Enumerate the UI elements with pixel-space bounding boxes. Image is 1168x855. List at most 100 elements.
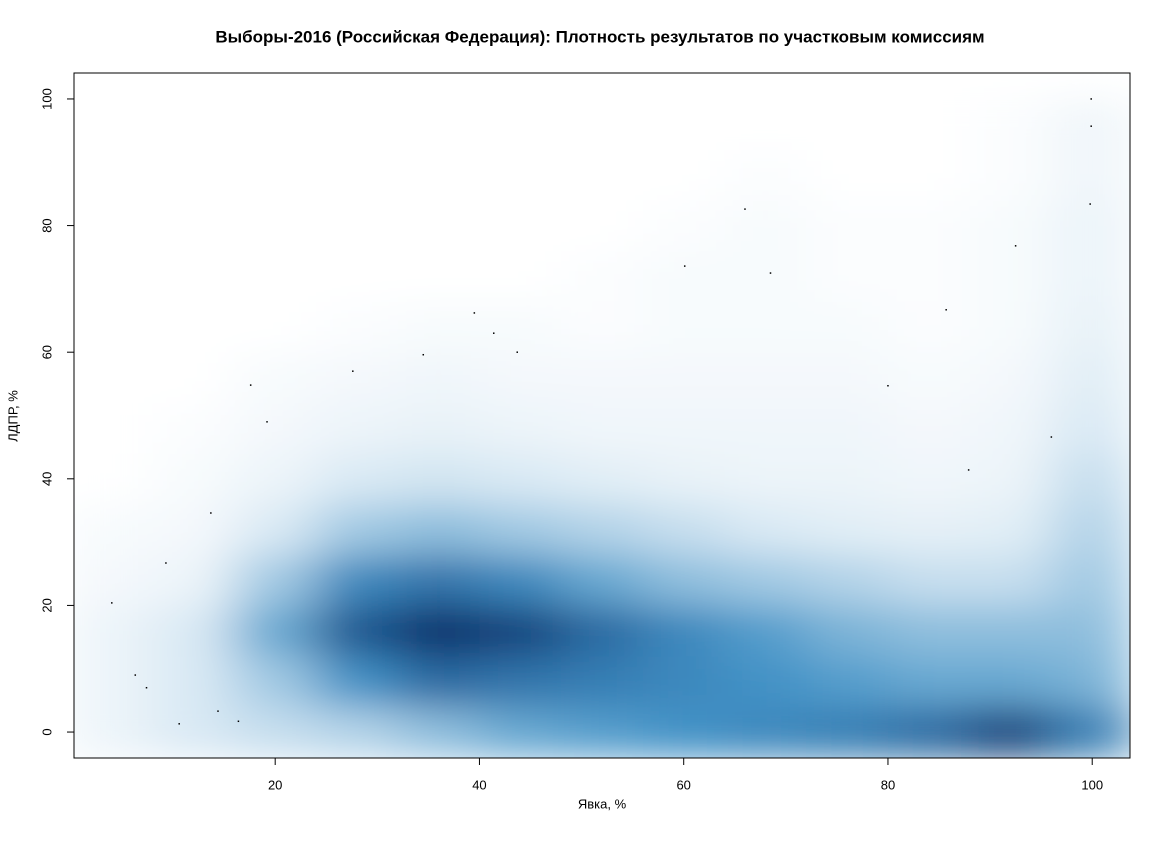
- density-cell: [1051, 453, 1130, 505]
- density-cell: [642, 504, 726, 556]
- density-cell: [479, 301, 562, 353]
- density-cell: [806, 605, 889, 657]
- density-cell: [479, 554, 562, 606]
- density-cell: [397, 453, 480, 505]
- density-cell: [806, 504, 889, 556]
- density-cell: [724, 706, 807, 758]
- density-cell: [152, 98, 235, 151]
- density-cell: [806, 200, 889, 252]
- density-cell: [234, 149, 317, 201]
- density-cell: [724, 402, 807, 454]
- point: [473, 312, 476, 314]
- plot-frame: [73, 72, 1131, 759]
- density-cell: [806, 554, 889, 606]
- density-cell: [642, 402, 726, 454]
- density-cell: [887, 706, 971, 758]
- density-cell: [479, 98, 562, 151]
- density-cell: [642, 656, 726, 708]
- density-cell: [74, 656, 154, 708]
- density-cell: [1051, 149, 1130, 201]
- point: [237, 720, 240, 723]
- x-tick-label: 80: [881, 777, 895, 792]
- density-cell: [234, 605, 317, 657]
- density-cell: [397, 656, 480, 708]
- density-cell: [561, 402, 644, 454]
- density-cell: [479, 149, 562, 201]
- density-cell: [724, 200, 807, 252]
- density-cell: [1051, 250, 1130, 303]
- y-tick-label: 60: [39, 345, 54, 359]
- density-cell: [479, 605, 562, 657]
- y-axis-label: ЛДПР, %: [5, 390, 20, 442]
- density-cell: [152, 149, 235, 201]
- density-cell: [642, 301, 726, 353]
- density-cell: [397, 250, 480, 303]
- density-cell: [969, 706, 1052, 758]
- density-cell: [316, 605, 399, 657]
- density-cell: [479, 250, 562, 303]
- density-cell: [806, 301, 889, 353]
- density-cell: [316, 149, 399, 201]
- density-cell: [806, 656, 889, 708]
- point: [887, 384, 889, 387]
- density-cell: [561, 98, 644, 151]
- point: [744, 208, 746, 210]
- density-cell: [1051, 301, 1130, 353]
- density-cell: [316, 706, 399, 758]
- density-cell: [479, 402, 562, 454]
- density-cell: [152, 554, 235, 606]
- density-cell: [316, 453, 399, 505]
- density-cell: [152, 453, 235, 505]
- point: [145, 686, 148, 689]
- density-cell: [1051, 352, 1130, 404]
- density-cell: [806, 352, 889, 404]
- density-cell: [806, 402, 889, 454]
- density-cell: [316, 301, 399, 353]
- point: [165, 562, 167, 564]
- density-cell: [74, 200, 154, 252]
- density-cell: [561, 149, 644, 201]
- density-cell: [887, 301, 971, 353]
- point: [1090, 125, 1092, 127]
- density-cell: [397, 554, 480, 606]
- point: [249, 384, 252, 386]
- density-cell: [806, 706, 889, 758]
- density-cell: [316, 402, 399, 454]
- density-cell: [234, 301, 317, 353]
- density-cell: [397, 98, 480, 151]
- density-cell: [561, 352, 644, 404]
- density-cell: [969, 250, 1052, 303]
- density-cell: [152, 504, 235, 556]
- density-cell: [806, 250, 889, 303]
- density-cell: [561, 301, 644, 353]
- density-cell: [74, 250, 154, 303]
- point: [1014, 245, 1017, 247]
- density-cell: [642, 149, 726, 201]
- density-cell: [1051, 402, 1130, 454]
- density-cell: [1051, 554, 1130, 606]
- x-tick-label: 40: [472, 777, 486, 792]
- y-tick-label: 80: [39, 218, 54, 232]
- density-cell: [887, 656, 971, 708]
- point: [134, 674, 137, 676]
- y-tick-label: 0: [39, 728, 54, 735]
- density-cell: [724, 301, 807, 353]
- density-cell: [724, 504, 807, 556]
- density-cell: [806, 149, 889, 201]
- density-cell: [724, 149, 807, 201]
- density-cell: [887, 149, 971, 201]
- point: [111, 602, 113, 604]
- x-axis-label: Явка, %: [578, 796, 627, 811]
- chart-title: Выборы-2016 (Российская Федерация): Плот…: [215, 27, 984, 46]
- point: [210, 512, 212, 514]
- density-cell: [397, 706, 480, 758]
- density-cell: [234, 250, 317, 303]
- density-cell: [479, 706, 562, 758]
- density-cell: [479, 200, 562, 252]
- density-cell: [234, 504, 317, 556]
- density-cell: [969, 656, 1052, 708]
- y-tick-label: 100: [39, 88, 54, 110]
- point: [352, 370, 354, 372]
- density-cell: [561, 656, 644, 708]
- density-cell: [1051, 656, 1130, 708]
